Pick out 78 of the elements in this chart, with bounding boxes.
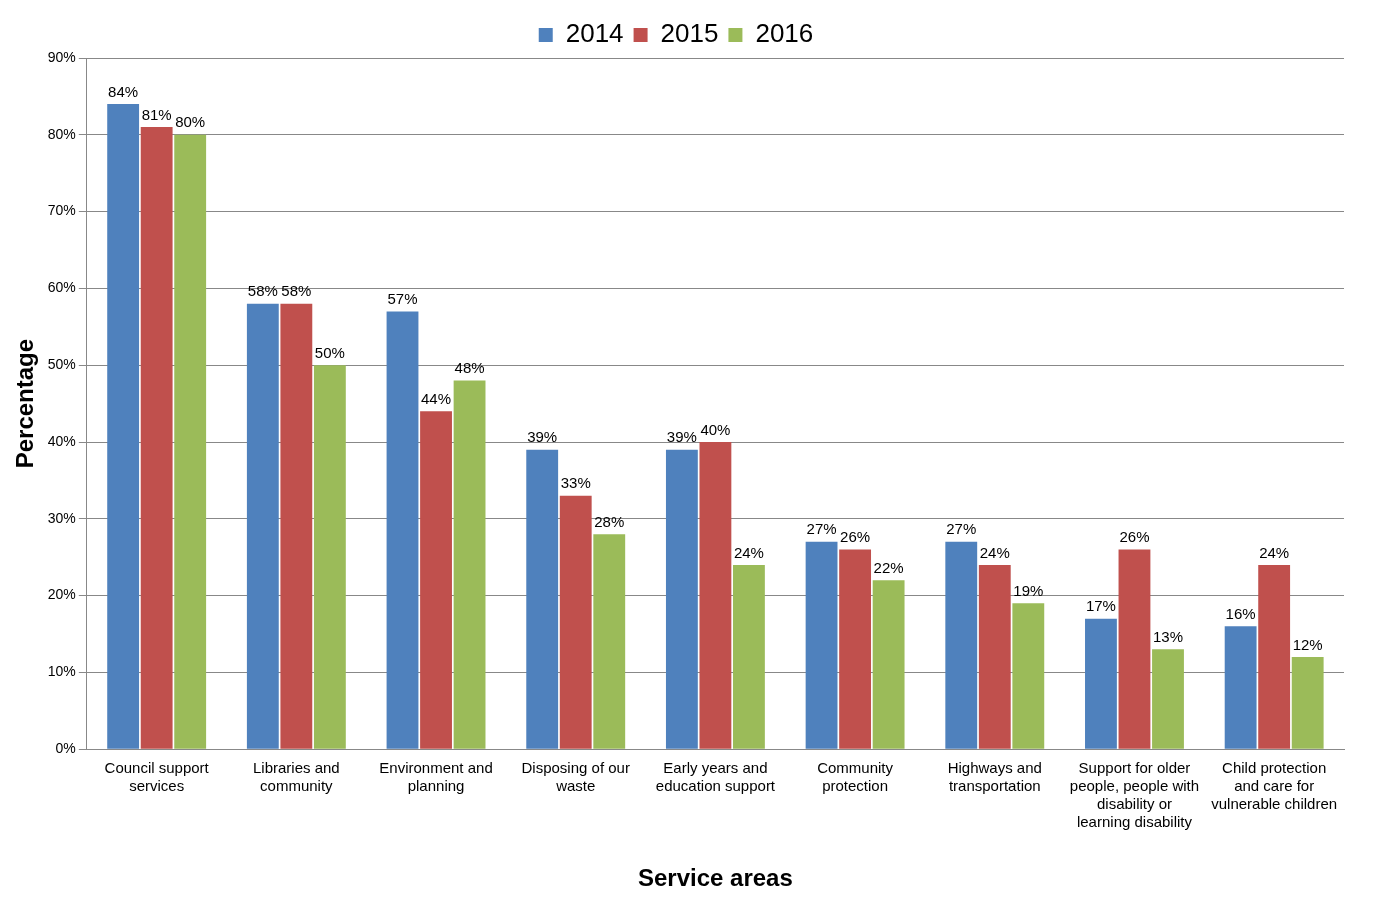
data-label: 80% — [175, 113, 206, 131]
bar — [1258, 564, 1291, 749]
bar — [665, 449, 698, 749]
bar — [453, 380, 486, 749]
bar — [420, 411, 452, 749]
bar — [978, 564, 1011, 749]
y-axis-title: Percentage — [11, 338, 39, 469]
data-label: 22% — [873, 558, 904, 576]
x-tick-label: Council support services — [104, 759, 210, 795]
y-tick-label: 0% — [55, 740, 76, 757]
x-tick-label: Child protection and care for vulnerable children — [1211, 759, 1338, 813]
data-label: 17% — [1085, 597, 1116, 615]
data-label: 58% — [247, 282, 278, 300]
bar — [246, 303, 279, 749]
bar — [945, 541, 978, 749]
data-label: 26% — [840, 528, 871, 546]
y-tick-label: 70% — [47, 202, 76, 219]
y-tick-label: 10% — [47, 663, 76, 680]
bar — [1291, 657, 1324, 749]
x-tick-label: Support for older people, people with disability or learning disability — [1069, 759, 1200, 831]
bar — [313, 365, 346, 749]
x-tick-label: Environment and planning — [379, 759, 493, 795]
data-label: 33% — [560, 474, 591, 492]
data-label: 39% — [527, 428, 558, 446]
y-tick-label: 40% — [47, 432, 76, 449]
data-label: 19% — [1013, 581, 1044, 599]
y-tick-label: 20% — [47, 586, 76, 603]
data-label: 50% — [314, 343, 345, 361]
bar — [174, 134, 207, 749]
x-tick-label: Early years and education support — [655, 759, 776, 795]
bar — [593, 534, 626, 749]
data-label: 57% — [387, 290, 418, 308]
bar — [699, 442, 732, 749]
data-label: 48% — [454, 359, 485, 377]
bar — [872, 580, 905, 749]
data-label: 16% — [1225, 604, 1256, 622]
y-tick-label: 30% — [47, 509, 76, 526]
legend-label: 2015 — [660, 18, 719, 49]
data-label: 58% — [281, 282, 312, 300]
data-label: 84% — [108, 82, 139, 100]
y-tick-label: 90% — [47, 48, 76, 65]
bar — [1012, 603, 1045, 749]
data-label: 44% — [421, 389, 452, 407]
bar — [733, 564, 765, 749]
bar — [805, 541, 838, 749]
bar — [1118, 549, 1151, 749]
data-label: 24% — [1259, 543, 1290, 561]
x-tick-label: Disposing of our waste — [521, 759, 630, 795]
data-label: 24% — [733, 543, 764, 561]
legend-label: 2016 — [755, 18, 814, 49]
x-tick-label: Libraries and community — [252, 759, 340, 795]
bar — [1085, 618, 1117, 749]
data-label: 27% — [946, 520, 977, 538]
data-label: 81% — [141, 105, 172, 123]
data-label: 28% — [594, 512, 625, 530]
bar — [559, 495, 592, 749]
x-tick-label: Community protection — [817, 759, 894, 795]
bar — [140, 127, 173, 749]
data-label: 12% — [1292, 635, 1323, 653]
bar — [839, 549, 872, 749]
bar — [107, 104, 140, 749]
data-label: 39% — [666, 428, 697, 446]
y-tick-label: 80% — [47, 125, 76, 142]
data-label: 26% — [1119, 528, 1150, 546]
y-tick-label: 50% — [47, 356, 76, 373]
bar — [386, 311, 419, 749]
legend-label: 2014 — [565, 18, 624, 49]
data-label: 13% — [1152, 628, 1184, 645]
data-label: 24% — [979, 543, 1010, 561]
bar — [1224, 626, 1257, 749]
x-axis-title: Service areas — [638, 864, 793, 892]
data-label: 27% — [806, 520, 837, 538]
bar — [1152, 649, 1184, 749]
x-tick-label: Highways and transportation — [947, 759, 1042, 795]
bar — [526, 449, 559, 749]
y-tick-label: 60% — [47, 279, 76, 296]
bar — [280, 303, 313, 749]
data-label: 40% — [700, 420, 731, 438]
